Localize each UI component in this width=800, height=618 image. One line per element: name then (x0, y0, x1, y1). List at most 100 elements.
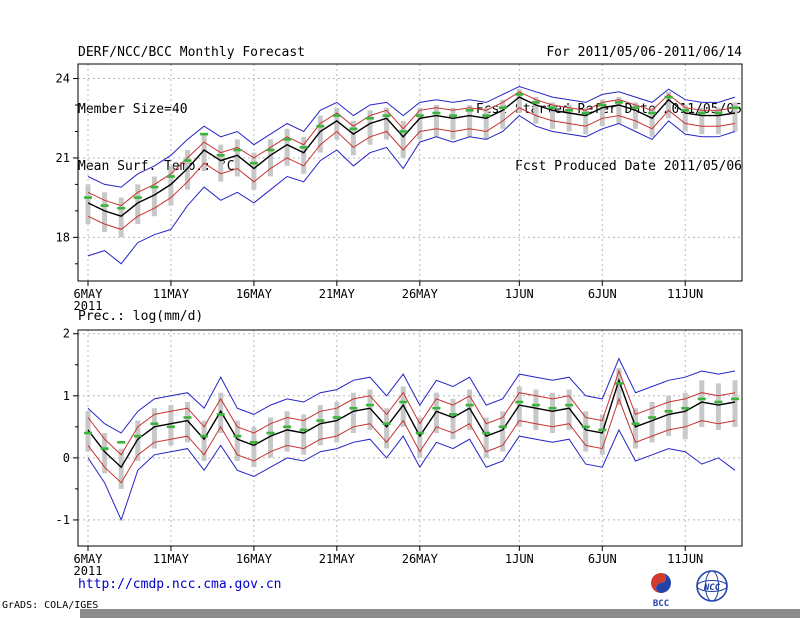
member-spread-bar (682, 392, 688, 440)
member-spread-bar (168, 165, 174, 206)
member-spread-bar (334, 402, 340, 443)
member-spread-bar (732, 102, 738, 132)
series-upper-spread (87, 91, 736, 207)
member-spread-bar (666, 395, 672, 437)
x-tick-label: 1JUN (505, 287, 534, 301)
member-spread-bar (151, 176, 157, 217)
x-tick-label: 6MAY (74, 552, 104, 566)
member-spread-bar (516, 89, 522, 113)
member-spread-bar (633, 408, 638, 449)
x-tick-label: 11MAY (153, 287, 190, 301)
y-tick-label: 1 (63, 389, 70, 403)
x-tick-label: 21MAY (319, 287, 356, 301)
member-spread-bar (284, 128, 290, 166)
y-tick-label: 0 (63, 451, 70, 465)
member-spread-bar (715, 383, 721, 430)
member-spread-bar (384, 408, 390, 449)
member-spread-bar (350, 392, 356, 433)
x-tick-label: 11JUN (667, 552, 703, 566)
member-spread-bar (251, 152, 257, 190)
member-spread-bar (367, 110, 373, 145)
forecast-range-label: For 2011/05/06-2011/06/14 (546, 45, 742, 60)
member-spread-bar (102, 192, 108, 232)
member-spread-bar (649, 107, 655, 137)
member-spread-bar (550, 392, 555, 433)
bottom-scrollbar[interactable] (80, 609, 800, 618)
member-spread-bar (118, 197, 124, 238)
member-spread-bar (367, 389, 373, 430)
member-spread-bar (550, 102, 555, 129)
x-tick-label: 16MAY (236, 287, 273, 301)
member-spread-bar (234, 420, 240, 461)
member-spread-bar (682, 105, 688, 132)
member-spread-bar (533, 97, 539, 124)
member-spread-bar (467, 105, 473, 137)
member-spread-bar (301, 136, 307, 174)
member-spread-bar (85, 184, 91, 225)
ncc-logo-meridian-line (705, 570, 719, 602)
member-spread-bar (135, 420, 141, 461)
member-spread-bar (566, 105, 572, 132)
member-spread-bar (284, 411, 290, 452)
series-ensemble-mean (87, 96, 736, 217)
member-spread-bar (599, 414, 605, 455)
member-spread-bar (168, 405, 174, 446)
website-link[interactable]: http://cmdp.ncc.cma.gov.cn (78, 577, 282, 592)
member-spread-bar (350, 120, 356, 156)
member-spread-bar (699, 380, 705, 427)
member-spread-bar (201, 420, 207, 461)
y-tick-label: 2 (63, 327, 70, 341)
precip-panel-title: Prec.: log(mm/d) (78, 309, 204, 324)
y-tick-label: -1 (56, 513, 70, 527)
member-spread-bar (417, 417, 423, 458)
member-spread-bar (185, 150, 190, 190)
member-spread-bar (102, 433, 108, 474)
series-lower-spread (87, 107, 736, 230)
member-size-label: Member Size=40 (78, 102, 188, 117)
member-spread-bar (666, 91, 672, 119)
ncc-logo: NCC (696, 570, 728, 602)
member-spread-bar (400, 120, 406, 158)
series-ensemble-max (87, 85, 736, 188)
ncc-logo-latitude-line (696, 580, 728, 592)
series-ensemble-mean (87, 378, 736, 469)
member-spread-bar (467, 389, 473, 430)
bcc-logo-red-swirl (651, 573, 666, 593)
y-tick-label: 18 (56, 230, 70, 244)
member-spread-bar (699, 107, 705, 135)
member-spread-bar (317, 115, 323, 153)
member-spread-bar (450, 107, 456, 140)
series-ensemble-min (87, 114, 736, 265)
y-tick-label: 24 (56, 72, 70, 86)
member-spread-bar (417, 107, 423, 140)
member-spread-bar (301, 414, 307, 455)
member-spread-bar (384, 107, 390, 140)
member-spread-bar (251, 426, 257, 468)
member-spread-bar (400, 386, 406, 427)
x-tick-label: 11JUN (667, 287, 703, 301)
member-spread-bar (500, 411, 506, 452)
member-spread-bar (334, 107, 340, 140)
bcc-logo: BCC (651, 573, 671, 609)
member-spread-bar (516, 386, 522, 427)
member-spread-bar (151, 408, 157, 449)
member-spread-bar (483, 107, 489, 140)
x-tick-sublabel: 2011 (74, 564, 103, 578)
member-spread-bar (732, 380, 738, 427)
member-spread-bar (201, 134, 207, 172)
member-spread-bar (599, 99, 605, 127)
series-ensemble-max (87, 357, 736, 434)
x-tick-label: 6MAY (74, 287, 104, 301)
member-spread-bar (583, 411, 589, 452)
bcc-logo-label: BCC (653, 599, 669, 609)
member-spread-bar (218, 144, 224, 182)
member-spread-bar (234, 139, 240, 177)
member-spread-bar (433, 392, 439, 433)
member-spread-bar (583, 107, 589, 135)
member-spread-bar (616, 367, 622, 406)
member-spread-bar (118, 448, 124, 489)
member-spread-bar (135, 184, 141, 225)
y-tick-label: 21 (56, 151, 70, 165)
